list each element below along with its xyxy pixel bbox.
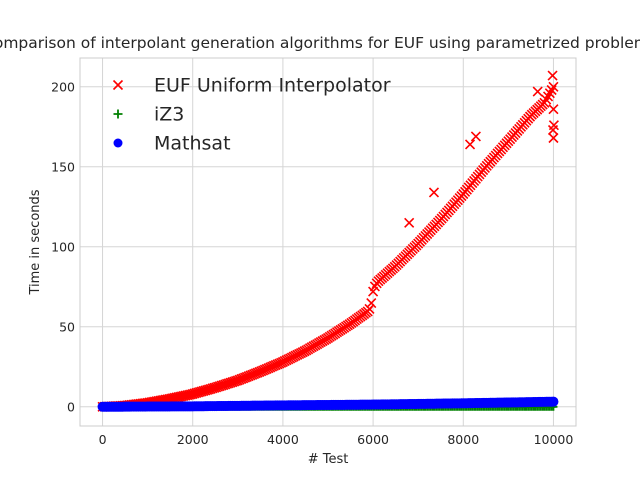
data-point xyxy=(225,377,236,388)
data-point xyxy=(364,303,375,314)
tick-labels: 0 2000 4000 6000 8000 10000 0 50 100 150 200 xyxy=(51,79,573,447)
legend-label: EUF Uniform Interpolator xyxy=(154,75,391,97)
chart-title: Comparison of interpolant generation alg… xyxy=(0,34,640,52)
data-point xyxy=(229,376,240,387)
data-point xyxy=(211,382,222,393)
outlier-point xyxy=(532,86,543,97)
outlier-point xyxy=(547,70,558,81)
x-axis-label: # Test xyxy=(308,452,349,467)
outlier-point xyxy=(404,217,415,228)
legend-marker xyxy=(113,138,123,148)
y-tick-label: 100 xyxy=(51,239,75,254)
legend-item: iZ3 xyxy=(113,104,184,126)
x-tick-label: 2000 xyxy=(177,432,209,447)
x-tick-label: 4000 xyxy=(267,432,299,447)
plot-area xyxy=(97,70,559,412)
legend: EUF Uniform Interpolator iZ3 Mathsat xyxy=(112,75,391,155)
legend-marker xyxy=(113,109,123,119)
data-point xyxy=(548,396,559,407)
legend-label: Mathsat xyxy=(154,133,231,155)
data-point xyxy=(220,379,231,390)
legend-label: iZ3 xyxy=(154,104,184,126)
data-point xyxy=(223,378,234,389)
data-point xyxy=(212,381,224,392)
data-point xyxy=(214,381,225,392)
legend-marker xyxy=(112,79,124,91)
outlier-point xyxy=(428,187,440,198)
outlier-point xyxy=(548,132,559,144)
x-tick-label: 10000 xyxy=(534,432,574,447)
y-tick-label: 200 xyxy=(51,79,75,94)
y-tick-label: 0 xyxy=(67,399,75,414)
y-axis-label: Time in seconds xyxy=(28,189,43,295)
x-tick-label: 6000 xyxy=(357,432,389,447)
outlier-point xyxy=(548,104,559,115)
y-tick-label: 50 xyxy=(59,319,75,334)
data-point xyxy=(218,379,229,391)
y-tick-label: 150 xyxy=(51,159,75,174)
outlier-point xyxy=(464,139,476,150)
data-point xyxy=(227,377,238,388)
legend-item: Mathsat xyxy=(113,133,231,155)
x-tick-label: 8000 xyxy=(447,432,479,447)
data-point xyxy=(216,380,227,391)
data-point xyxy=(548,81,559,92)
grid xyxy=(80,58,576,426)
outlier-point xyxy=(547,124,559,136)
legend-item: EUF Uniform Interpolator xyxy=(112,75,391,97)
data-point xyxy=(221,378,233,389)
plot-frame xyxy=(79,57,577,427)
data-point xyxy=(366,298,377,309)
series-2 xyxy=(97,396,559,412)
x-tick-label: 0 xyxy=(99,432,107,447)
outlier-point xyxy=(470,131,481,142)
